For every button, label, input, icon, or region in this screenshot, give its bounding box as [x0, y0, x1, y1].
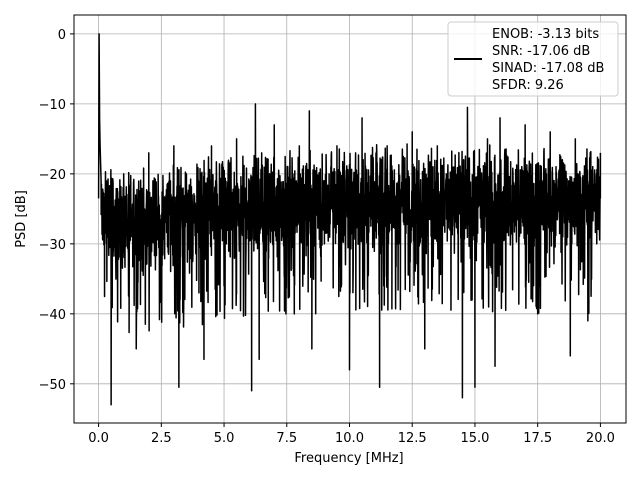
axes-frame — [73, 14, 627, 424]
x-tick-label: 15.0 — [460, 431, 489, 446]
y-axis-label: PSD [dB] — [14, 190, 29, 248]
y-tick-label: 0 — [58, 28, 66, 43]
y-tick-label: −10 — [39, 98, 66, 113]
psd-series-line — [97, 33, 602, 406]
x-tick-label: 2.5 — [151, 431, 172, 446]
x-tick-label: 17.5 — [523, 431, 552, 446]
y-axis-ticks: 0 −10 −20 −30 −40 −50 — [39, 28, 74, 393]
x-axis-ticks: 0.0 2.5 5.0 7.5 10.0 12.5 15.0 17.5 20.0 — [88, 423, 615, 446]
x-tick-label: 5.0 — [214, 431, 235, 446]
legend-box — [447, 21, 619, 97]
legend-entry-line: SFDR: 9.26 — [492, 78, 564, 93]
y-tick-label: −30 — [39, 238, 66, 253]
legend-text: ENOB: -3.13 bits SNR: -17.06 dB SINAD: -17… — [492, 27, 604, 93]
legend-entry-line: ENOB: -3.13 bits — [492, 27, 599, 42]
psd-line — [97, 33, 602, 406]
x-tick-label: 10.0 — [335, 431, 364, 446]
y-tick-label: −50 — [39, 378, 66, 393]
legend-entry-line: SNR: -17.06 dB — [492, 44, 590, 59]
x-axis-label: Frequency [MHz] — [294, 451, 403, 466]
legend: ENOB: -3.13 bits SNR: -17.06 dB SINAD: -17… — [447, 21, 619, 97]
legend-entry-line: SINAD: -17.08 dB — [492, 61, 604, 76]
x-tick-label: 12.5 — [398, 431, 427, 446]
y-tick-label: −40 — [39, 308, 66, 323]
x-tick-label: 20.0 — [586, 431, 615, 446]
x-tick-label: 0.0 — [88, 431, 109, 446]
y-tick-label: −20 — [39, 168, 66, 183]
x-tick-label: 7.5 — [276, 431, 297, 446]
axes-border — [73, 14, 627, 424]
